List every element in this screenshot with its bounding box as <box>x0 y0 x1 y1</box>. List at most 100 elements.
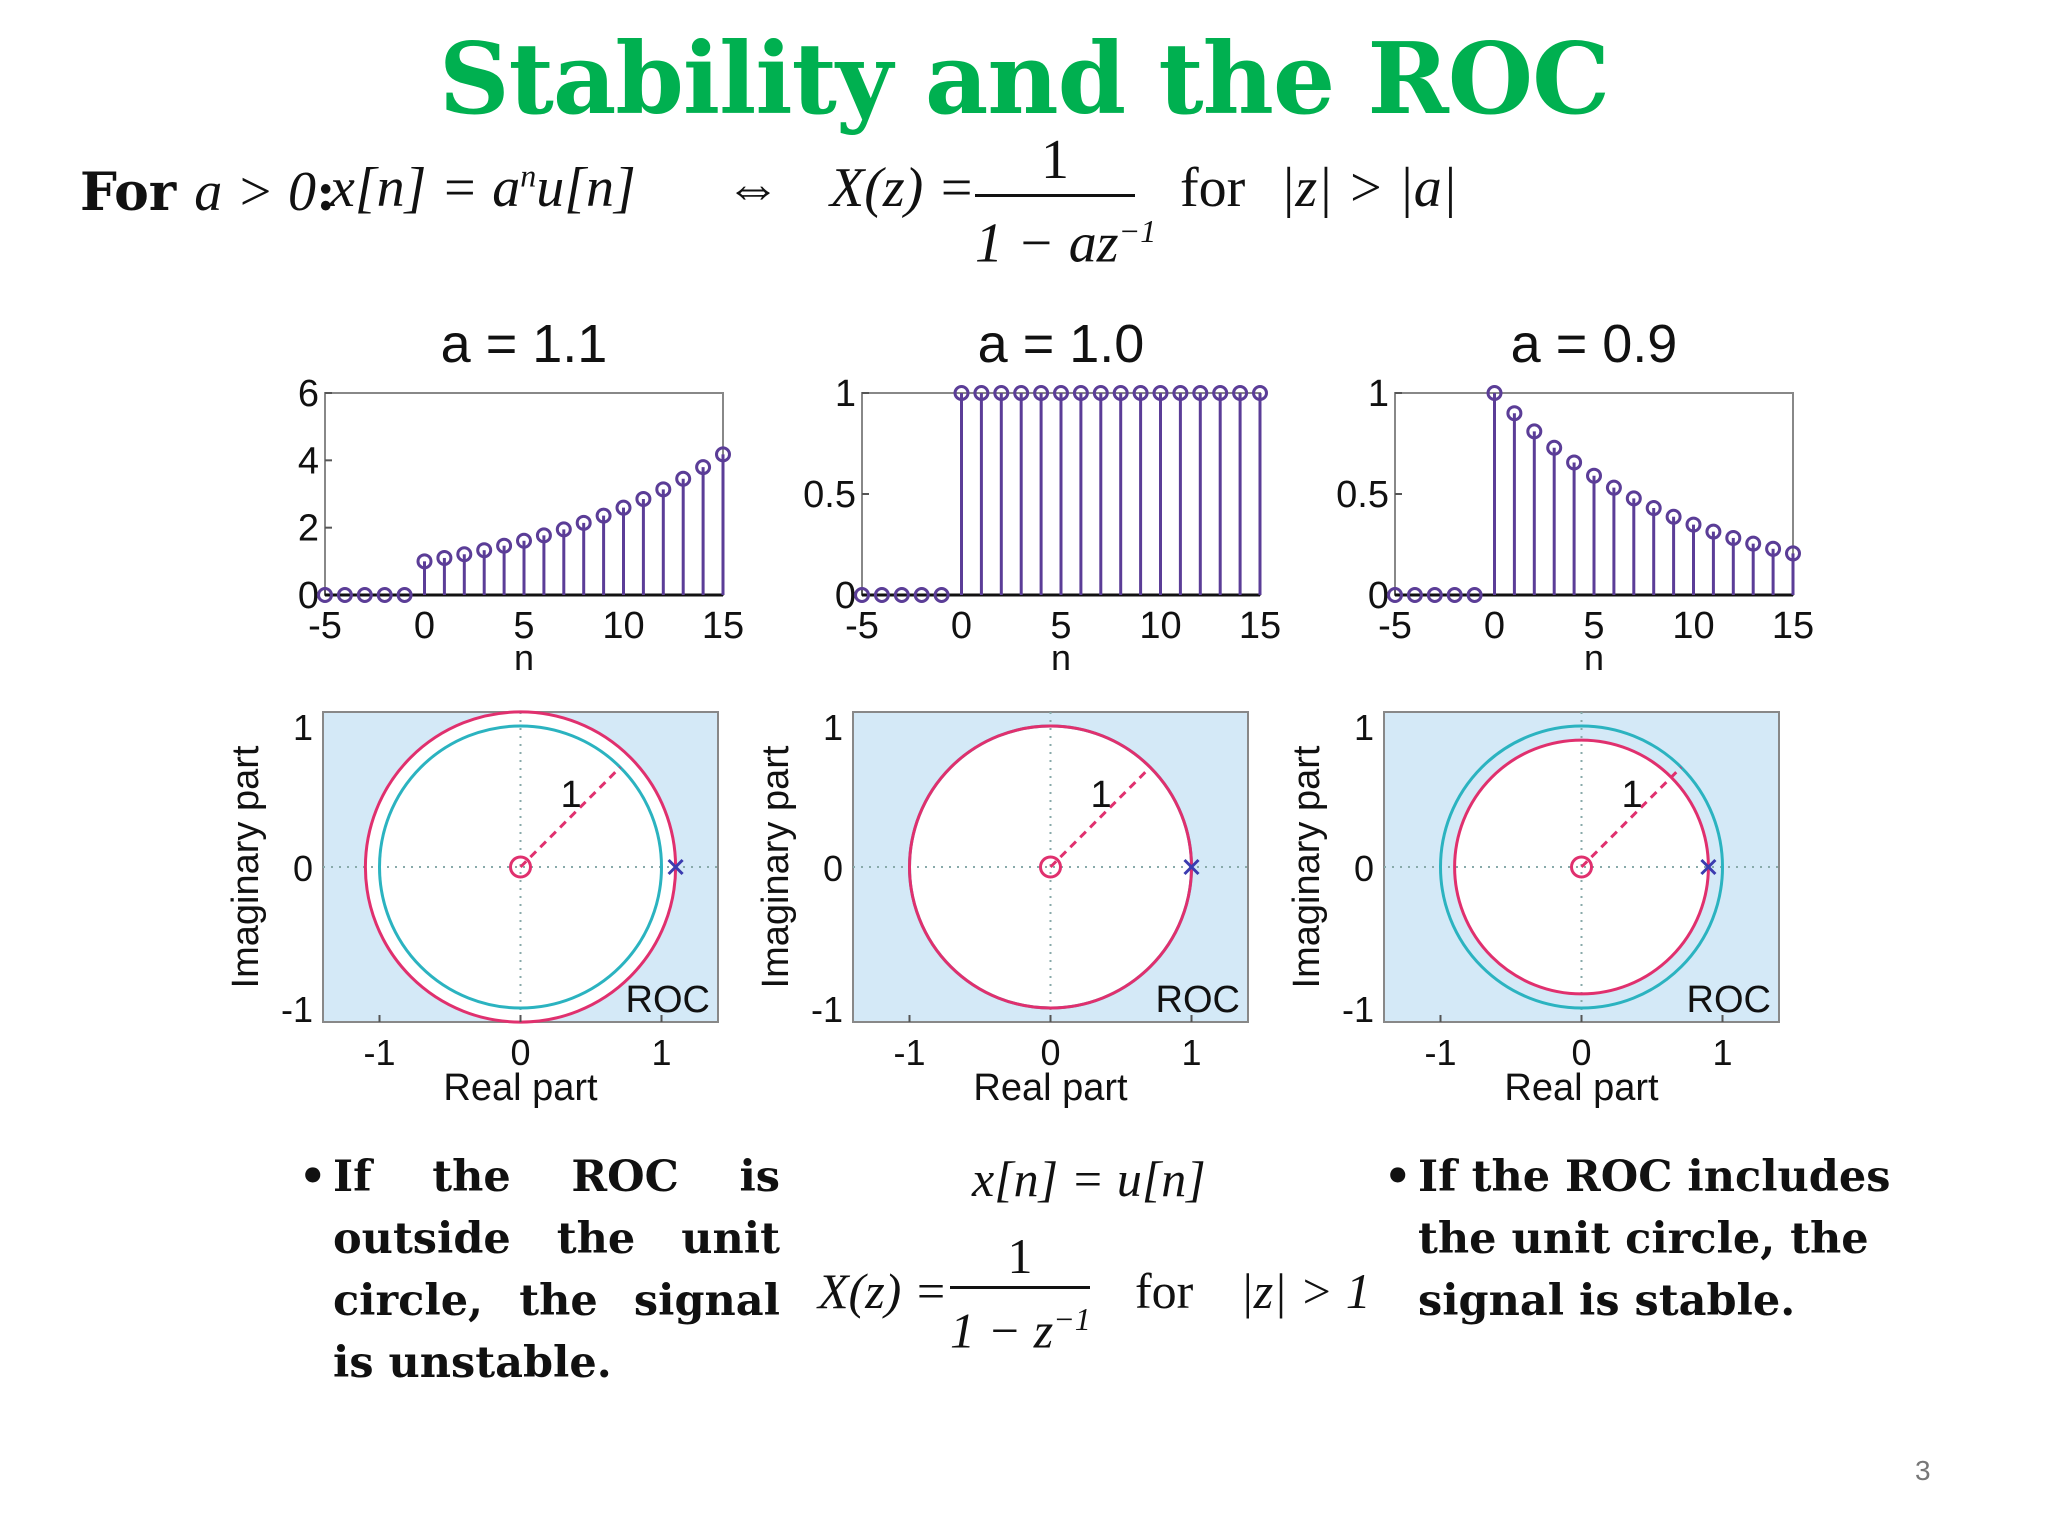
stem-marker <box>655 481 672 498</box>
stem-marker <box>715 446 731 463</box>
stem-marker <box>675 470 692 487</box>
page-number: 3 <box>1915 1455 1931 1486</box>
unit-step-signal: x[n] = u[n] <box>972 1151 1206 1207</box>
stem-marker <box>1053 385 1069 401</box>
main-formula: For a > 0: x[n] = anu[n] ⇔ X(z) = 1 1 − … <box>80 130 1980 274</box>
y-tick-label: 1 <box>835 373 856 415</box>
y-tick-label: 0 <box>1354 848 1374 889</box>
zero-marker <box>1570 855 1593 879</box>
stem-marker <box>1586 467 1602 484</box>
x-tick-label: 0 <box>951 605 972 647</box>
z-transform-lhs: X(z) = <box>830 157 976 219</box>
bullet-stable: • If the ROC includes the unit circle, th… <box>1384 1152 1891 1326</box>
roc-label: ROC <box>626 979 710 1021</box>
x-tick-label: 10 <box>1672 605 1714 647</box>
x-tick-label: 1 <box>1181 1032 1201 1073</box>
stem-plot-title: a = 1.0 <box>978 314 1145 374</box>
unit-circle <box>1439 724 1724 1010</box>
y-tick-label: -1 <box>811 989 843 1030</box>
stem-marker <box>336 587 353 603</box>
stem-marker <box>1685 516 1702 533</box>
stem-marker <box>1212 385 1229 401</box>
y-tick-label: 0.5 <box>803 474 856 516</box>
zero-marker <box>509 855 532 879</box>
x-tick-label: 15 <box>1239 605 1281 647</box>
stem-marker <box>1546 439 1563 456</box>
x-tick-label: 10 <box>1139 605 1181 647</box>
x-axis-label: Real part <box>443 1067 598 1109</box>
x-tick-label: -1 <box>1424 1032 1456 1073</box>
x-tick-label: -5 <box>308 605 342 647</box>
stem-marker <box>595 507 612 524</box>
stem-marker <box>1526 423 1543 440</box>
x-tick-label: 5 <box>1583 605 1604 647</box>
x-tick-label: -1 <box>893 1032 925 1073</box>
stem-marker <box>516 532 532 549</box>
radius-label: 1 <box>1091 774 1112 816</box>
x-tick-label: 0 <box>1571 1032 1591 1073</box>
stem-marker <box>555 521 572 538</box>
stem-marker <box>1232 385 1249 401</box>
stem-marker <box>575 514 592 531</box>
bullet-unstable: • If the ROC is outside the unit circle, … <box>299 1152 780 1388</box>
roc-label: ROC <box>1687 979 1771 1021</box>
stem-plot-title: a = 0.9 <box>1511 314 1678 374</box>
stem-marker <box>993 385 1010 401</box>
x-axis-label: n <box>1051 637 1071 678</box>
x-axis-label: n <box>1584 637 1604 678</box>
x-tick-label: -5 <box>1378 605 1412 647</box>
stem-marker <box>1072 385 1089 401</box>
x-axis-label: Real part <box>973 1067 1128 1109</box>
x-tick-label: 1 <box>651 1032 671 1073</box>
pole-marker <box>667 858 684 876</box>
stem-marker <box>1252 385 1268 401</box>
z-transform-fraction: 1 1 − az−1 <box>975 129 1157 275</box>
formula-lead: For a > 0: <box>80 161 336 223</box>
stem-marker <box>615 499 632 516</box>
stem-marker <box>496 537 513 554</box>
unit-step-for: for <box>1135 1263 1194 1319</box>
stem-marker <box>1152 385 1169 401</box>
stem-marker <box>1785 545 1801 562</box>
x-tick-label: 15 <box>702 605 744 647</box>
x-tick-label: -5 <box>845 605 879 647</box>
stem-marker <box>1406 587 1423 603</box>
y-tick-label: 1 <box>1354 707 1374 748</box>
unit-circle <box>378 724 663 1010</box>
radius-line <box>1580 766 1683 869</box>
slide-title: Stability and the ROC <box>438 22 1610 137</box>
y-tick-label: 1 <box>823 707 843 748</box>
stem-marker <box>1092 385 1109 401</box>
y-tick-label: 0 <box>293 848 313 889</box>
stem-marker <box>635 490 652 507</box>
stem-marker <box>1745 535 1762 552</box>
stem-marker <box>1387 587 1403 603</box>
stem-marker <box>1725 529 1742 546</box>
stem-marker <box>1665 508 1682 525</box>
stem-marker <box>1192 385 1209 401</box>
stem-marker <box>376 587 393 603</box>
y-tick-label: 0.5 <box>1336 474 1389 516</box>
x-axis-label: n <box>514 637 534 678</box>
signal-definition: x[n] = anu[n] <box>330 157 636 219</box>
stem-marker <box>1765 540 1782 557</box>
stem-marker <box>1172 385 1189 401</box>
y-axis-label: Imaginary part <box>225 745 267 988</box>
x-tick-label: 10 <box>602 605 644 647</box>
stem-marker <box>1466 587 1483 603</box>
radius-label: 1 <box>561 774 582 816</box>
x-tick-label: 5 <box>1050 605 1071 647</box>
y-tick-label: 1 <box>1368 373 1389 415</box>
y-tick-label: 0 <box>835 575 856 617</box>
y-tick-label: 0 <box>298 575 319 617</box>
y-tick-label: -1 <box>281 989 313 1030</box>
stem-marker <box>854 587 870 603</box>
y-tick-label: 1 <box>293 707 313 748</box>
stem-marker <box>695 459 712 476</box>
x-tick-label: -1 <box>363 1032 395 1073</box>
stem-marker <box>436 549 453 566</box>
radius-line <box>519 766 622 869</box>
unit-step-roc: |z| > 1 <box>1240 1263 1371 1319</box>
y-tick-label: 4 <box>298 440 319 482</box>
